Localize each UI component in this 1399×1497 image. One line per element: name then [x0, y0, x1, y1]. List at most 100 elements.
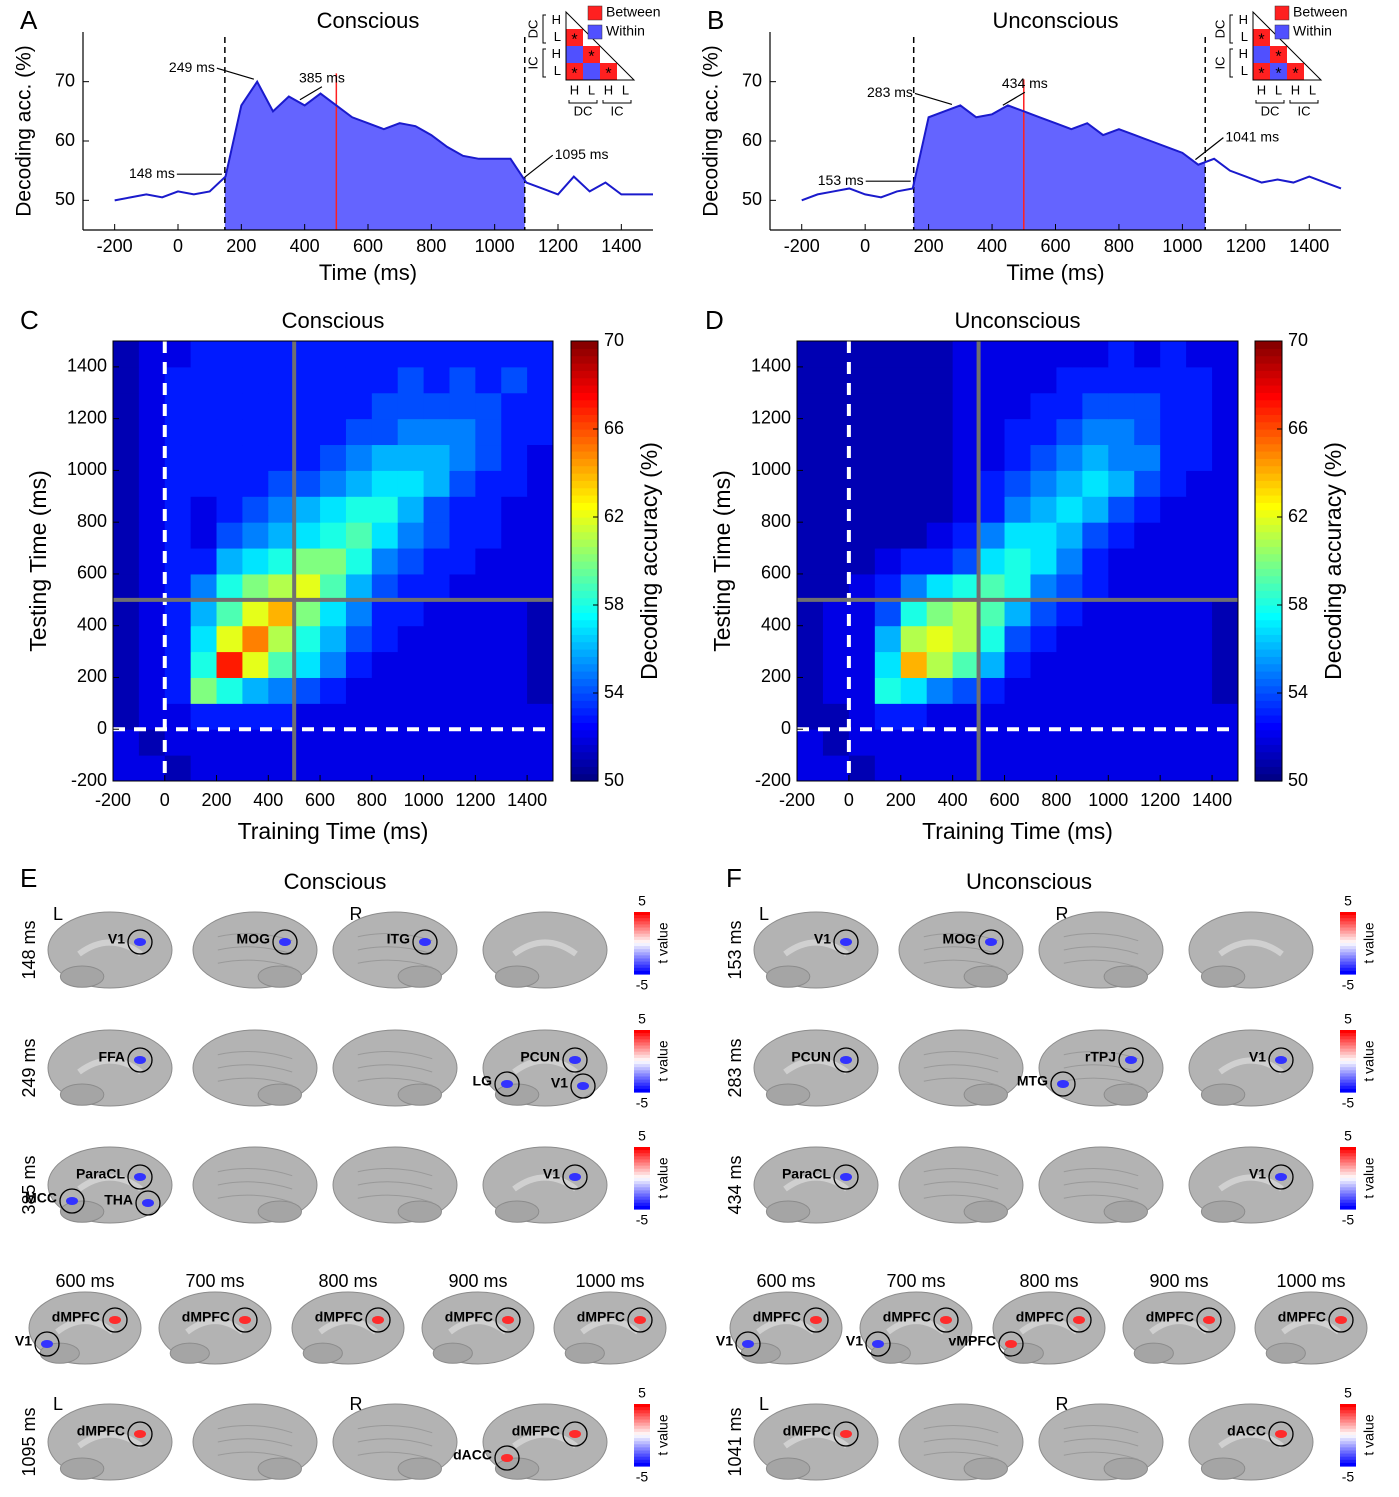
inset-bracket — [602, 100, 632, 104]
time-heading: 1000 ms — [1276, 1271, 1345, 1291]
heat-cell — [1186, 625, 1213, 653]
colorbar-slice — [571, 605, 598, 613]
inset-cell — [566, 29, 583, 46]
heat-cell — [501, 599, 528, 627]
tvalue-slice — [634, 1435, 650, 1439]
activation-spot — [569, 1056, 581, 1064]
colorbar-slice — [1255, 487, 1282, 496]
activation-spot — [840, 1173, 852, 1181]
accuracy-line — [801, 104, 1342, 202]
panel-letter: C — [20, 305, 39, 335]
colorbar-label: Decoding accuracy (%) — [1320, 442, 1346, 680]
heat-cell — [527, 651, 554, 678]
region-circle — [127, 929, 153, 955]
heat-cell — [822, 703, 850, 730]
heat-cell — [1134, 677, 1161, 704]
heat-cell — [1160, 392, 1187, 420]
tvalue-slice — [634, 939, 650, 944]
y-tick-label: 0 — [97, 718, 107, 738]
tvalue-slice — [634, 1070, 650, 1074]
time-heading: 700 ms — [185, 1271, 244, 1291]
region-circle — [59, 1188, 85, 1214]
heat-cell — [371, 522, 399, 549]
heat-cell — [475, 418, 502, 446]
heat-cell — [501, 470, 528, 497]
heat-cell — [449, 703, 476, 730]
heat-cell — [874, 470, 902, 497]
activation-spot — [1057, 1080, 1069, 1088]
cerebellum — [1200, 1200, 1246, 1223]
heat-cell — [268, 677, 295, 704]
x-tick-label: 0 — [860, 236, 870, 256]
heat-cell — [320, 548, 347, 575]
activation-spot — [109, 1316, 121, 1324]
inset-cell — [1253, 46, 1270, 63]
colorbar-slice — [571, 524, 598, 533]
heat-cell — [216, 392, 243, 420]
heat-cell — [1134, 599, 1161, 627]
colorbar-tick-label: 58 — [1288, 594, 1308, 614]
heat-cell — [190, 703, 218, 730]
heat-cell — [1082, 496, 1109, 523]
heat-cell — [926, 522, 954, 549]
tvalue-slice — [634, 1453, 650, 1458]
heat-cell — [371, 444, 399, 471]
heat-cell — [113, 444, 140, 471]
heat-cell — [501, 729, 528, 756]
heat-cell — [1108, 599, 1135, 627]
heat-cell — [164, 496, 192, 523]
region-label: ParaCL — [76, 1166, 125, 1182]
heat-cell — [900, 755, 928, 782]
tvalue-slice — [1340, 927, 1356, 932]
heat-cell — [268, 444, 295, 471]
tvalue-slice — [634, 1459, 650, 1464]
heat-cell — [216, 625, 243, 653]
panel-title: Conscious — [284, 869, 387, 894]
region-circle — [1268, 1047, 1294, 1073]
tvalue-slice — [634, 967, 650, 972]
heat-cell — [1160, 444, 1187, 471]
heat-cell — [320, 444, 347, 471]
sulcus — [923, 1425, 999, 1434]
tvalue-slice — [634, 1187, 650, 1191]
activation-spot — [985, 938, 997, 946]
inset-col-label: H — [1291, 82, 1300, 97]
tvalue-slice — [634, 1422, 650, 1427]
x-tick-label: -200 — [779, 790, 815, 810]
colorbar-tick-label: 66 — [1288, 418, 1308, 438]
tvalue-slice — [1340, 936, 1356, 941]
tvalue-slice — [634, 1190, 650, 1195]
x-tick-label: 1400 — [1289, 236, 1329, 256]
heat-cell — [952, 341, 980, 368]
y-tick-label: 1200 — [67, 407, 107, 427]
heat-cell — [874, 366, 902, 394]
heat-cell — [1212, 341, 1239, 368]
heat-cell — [345, 341, 373, 368]
colorbar-slice — [1255, 619, 1282, 628]
heat-cell — [216, 522, 243, 549]
heat-cell — [320, 573, 347, 601]
inset-row-label: H — [552, 46, 561, 61]
activation-spot — [1335, 1316, 1347, 1324]
heat-cell — [1160, 651, 1187, 678]
tvalue-slice — [1340, 1150, 1356, 1154]
sulcus — [923, 1181, 999, 1190]
heat-cell — [397, 573, 425, 601]
tvalue-slice — [1340, 1190, 1356, 1195]
heat-cell — [294, 366, 321, 394]
y-tick-label: 800 — [761, 511, 791, 531]
colorbar-slice — [1255, 737, 1282, 745]
heat-cell — [164, 418, 192, 446]
tvalue-slice — [1340, 1425, 1356, 1430]
heat-cell — [345, 522, 373, 549]
hemisphere-label: L — [53, 904, 63, 924]
heat-cell — [1030, 470, 1057, 497]
heat-cell — [527, 444, 554, 471]
tvalue-slice — [1340, 1088, 1356, 1093]
sulcus — [1063, 1181, 1139, 1190]
corpus-callosum — [77, 1174, 143, 1192]
sulcus — [217, 959, 293, 968]
cerebellum — [1200, 1457, 1246, 1480]
region-circle — [865, 1331, 891, 1357]
x-tick-label: 200 — [226, 236, 256, 256]
